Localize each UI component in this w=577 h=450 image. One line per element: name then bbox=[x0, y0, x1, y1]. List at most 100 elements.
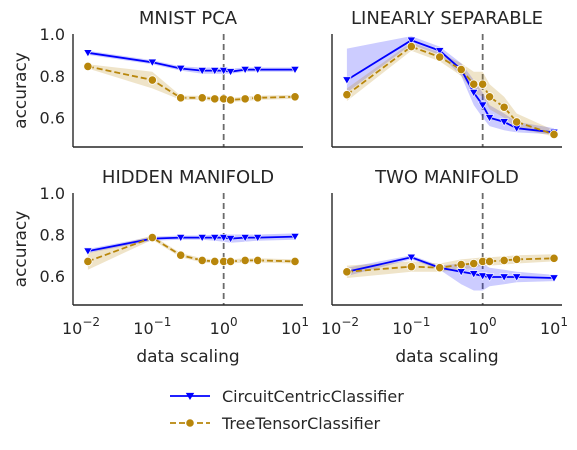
data-point bbox=[176, 93, 186, 103]
data-point bbox=[342, 76, 352, 85]
data-point bbox=[240, 234, 250, 243]
data-point bbox=[511, 273, 522, 282]
data-point bbox=[197, 255, 207, 266]
data-point bbox=[175, 234, 186, 243]
panel-title: HIDDEN MANIFOLD bbox=[102, 167, 274, 188]
data-point bbox=[499, 273, 509, 282]
series-line bbox=[87, 235, 296, 252]
data-point bbox=[549, 129, 559, 140]
data-point bbox=[253, 255, 263, 266]
data-point bbox=[434, 47, 445, 56]
data-point bbox=[290, 233, 300, 242]
y-axis-label: accuracy bbox=[11, 211, 31, 288]
x-tick-label: 101 bbox=[281, 315, 309, 338]
data-point bbox=[176, 250, 186, 260]
data-point bbox=[83, 49, 93, 58]
data-point bbox=[406, 253, 417, 262]
y-tick-label: 0.6 bbox=[40, 109, 65, 128]
data-point bbox=[197, 93, 207, 103]
panel-title: LINEARLY SEPARABLE bbox=[351, 8, 543, 29]
data-point bbox=[406, 36, 417, 45]
data-point bbox=[252, 234, 263, 243]
data-point bbox=[549, 253, 559, 263]
data-point bbox=[406, 41, 416, 52]
data-point bbox=[469, 89, 479, 98]
data-point bbox=[435, 52, 445, 62]
data-point bbox=[435, 263, 445, 273]
x-tick-label: 10−2 bbox=[321, 315, 359, 338]
legend-item: CircuitCentricClassifier bbox=[170, 387, 404, 406]
data-point bbox=[197, 234, 207, 243]
data-point bbox=[147, 232, 157, 243]
y-tick-label: 0.6 bbox=[40, 267, 65, 286]
data-point bbox=[290, 66, 300, 75]
data-point bbox=[477, 101, 488, 110]
data-point bbox=[469, 79, 479, 89]
panel-0: MNIST PCA 0.6 0.8 1.0 accuracy bbox=[11, 8, 303, 148]
data-point bbox=[499, 102, 509, 112]
data-point bbox=[484, 92, 495, 102]
data-point bbox=[512, 254, 522, 264]
data-point bbox=[197, 67, 207, 76]
series-line bbox=[346, 256, 555, 279]
confidence-band bbox=[346, 42, 554, 137]
panel-3: TWO MANIFOLD 10−2 10−1 100 101 data scaling bbox=[321, 167, 568, 367]
data-point bbox=[147, 58, 158, 67]
data-point bbox=[210, 256, 220, 267]
panel-2: HIDDEN MANIFOLD 0.6 0.8 1.0 accuracy 10−2 10−1… bbox=[11, 167, 309, 367]
panel-1: LINEARLY SEPARABLE bbox=[331, 8, 562, 148]
legend-label: TreeTensorClassifier bbox=[221, 414, 381, 433]
y-tick-label: 0.8 bbox=[40, 67, 65, 86]
series-line bbox=[87, 51, 295, 73]
x-tick-label: 100 bbox=[210, 315, 238, 338]
data-point bbox=[484, 273, 495, 282]
data-point bbox=[456, 259, 466, 270]
series-line bbox=[346, 39, 555, 134]
x-tick-label: 100 bbox=[469, 315, 497, 338]
legend-marker bbox=[185, 392, 195, 400]
y-axis-label: accuracy bbox=[11, 52, 31, 129]
data-point bbox=[499, 255, 509, 266]
data-point bbox=[175, 65, 186, 74]
data-point bbox=[240, 255, 250, 266]
series-line bbox=[346, 45, 555, 136]
data-point bbox=[469, 258, 479, 269]
data-point bbox=[218, 234, 229, 243]
data-point bbox=[210, 67, 220, 76]
x-axis-label: data scaling bbox=[395, 347, 498, 367]
series-line bbox=[87, 236, 296, 263]
legend-item: TreeTensorClassifier bbox=[170, 414, 381, 433]
data-point bbox=[83, 256, 93, 267]
data-point bbox=[225, 235, 236, 244]
confidence-band bbox=[87, 235, 296, 270]
data-point bbox=[484, 256, 495, 267]
data-point bbox=[83, 61, 93, 72]
data-point bbox=[342, 90, 352, 100]
data-point bbox=[252, 66, 263, 75]
data-point bbox=[225, 256, 236, 267]
data-point bbox=[549, 274, 559, 283]
data-point bbox=[290, 92, 300, 102]
y-tick-label: 0.8 bbox=[40, 225, 65, 244]
data-point bbox=[406, 262, 416, 272]
x-tick-label: 101 bbox=[540, 315, 568, 338]
data-point bbox=[499, 118, 509, 127]
confidence-band bbox=[87, 64, 296, 102]
data-point bbox=[225, 95, 236, 105]
y-tick-label: 1.0 bbox=[40, 184, 65, 203]
data-point bbox=[147, 75, 157, 85]
data-point bbox=[210, 94, 220, 104]
confidence-band bbox=[346, 36, 554, 135]
data-point bbox=[218, 67, 229, 76]
panel-title: MNIST PCA bbox=[139, 8, 238, 29]
data-point bbox=[456, 64, 466, 75]
panel-title: TWO MANIFOLD bbox=[374, 167, 519, 188]
data-point bbox=[83, 247, 93, 256]
data-point bbox=[290, 256, 300, 267]
confidence-band bbox=[346, 255, 554, 291]
data-point bbox=[512, 117, 522, 127]
x-tick-label: 10−2 bbox=[62, 315, 100, 338]
x-tick-label: 10−1 bbox=[133, 315, 171, 338]
legend-marker bbox=[185, 418, 195, 428]
